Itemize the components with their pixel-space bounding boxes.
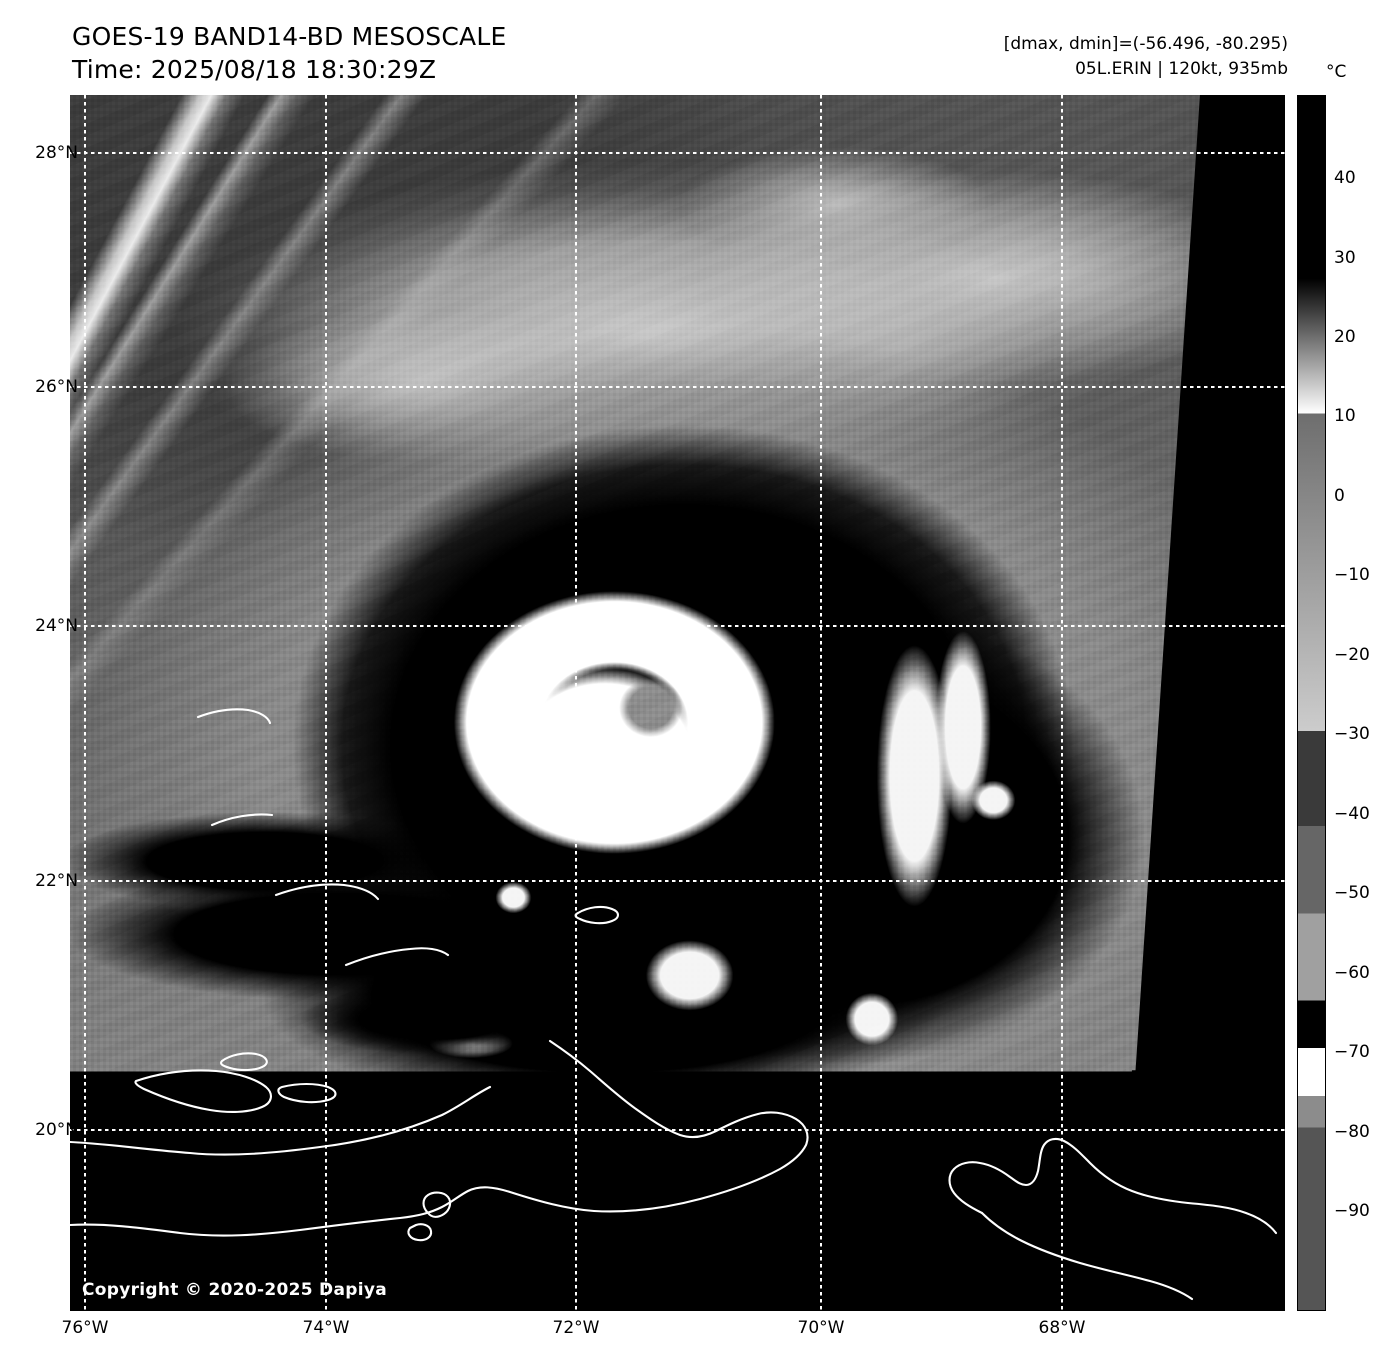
dmax-dmin-annotation: [dmax, dmin]=(-56.496, -80.295) — [1003, 34, 1288, 54]
x-tick-label: 68°W — [1038, 1318, 1086, 1338]
colorbar-tick: −90 — [1334, 1201, 1370, 1221]
colorbar-tick: −10 — [1334, 565, 1370, 585]
colorbar-tick: −80 — [1334, 1122, 1370, 1142]
colorbar-gradient — [1298, 96, 1325, 1310]
storm-annotation: 05L.ERIN | 120kt, 935mb — [1075, 59, 1288, 79]
title-line-2: Time: 2025/08/18 18:30:29Z — [72, 55, 437, 84]
copyright-notice: Copyright © 2020-2025 Dapiya — [82, 1280, 387, 1300]
colorbar[interactable] — [1297, 95, 1326, 1311]
colorbar-unit-label: °C — [1326, 62, 1347, 82]
colorbar-tick: 30 — [1334, 248, 1356, 268]
y-tick-label: 28°N — [35, 143, 78, 163]
y-tick-label: 22°N — [35, 871, 78, 891]
title-line-1: GOES-19 BAND14-BD MESOSCALE — [72, 22, 507, 51]
colorbar-tick: −60 — [1334, 963, 1370, 983]
colorbar-tick: 0 — [1334, 486, 1345, 506]
colorbar-tick: 20 — [1334, 327, 1356, 347]
eye-core-layer — [70, 95, 1200, 1072]
colorbar-tick: −70 — [1334, 1042, 1370, 1062]
satellite-image-plot[interactable]: Copyright © 2020-2025 Dapiya — [70, 95, 1285, 1311]
sensor-pixel-texture-layer — [70, 95, 1200, 1072]
x-tick-label: 72°W — [552, 1318, 600, 1338]
satellite-data-clip — [70, 95, 1285, 1311]
bd-enhancement-steps-layer — [70, 95, 1200, 1072]
x-tick-label: 74°W — [302, 1318, 350, 1338]
y-tick-label: 26°N — [35, 377, 78, 397]
satellite-swath — [70, 95, 1200, 1072]
y-tick-label: 24°N — [35, 616, 78, 636]
header-metadata: [dmax, dmin]=(-56.496, -80.295) 05L.ERIN… — [1004, 32, 1288, 82]
page-title: GOES-19 BAND14-BD MESOSCALE Time: 2025/0… — [72, 20, 506, 86]
colorbar-tick: −50 — [1334, 883, 1370, 903]
x-tick-label: 76°W — [61, 1318, 109, 1338]
x-tick-label: 70°W — [797, 1318, 845, 1338]
colorbar-tick: −20 — [1334, 645, 1370, 665]
colorbar-tick: 40 — [1334, 168, 1356, 188]
y-tick-label: 20°N — [35, 1120, 78, 1140]
colorbar-tick: 10 — [1334, 406, 1356, 426]
colorbar-tick: −30 — [1334, 724, 1370, 744]
colorbar-tick: −40 — [1334, 804, 1370, 824]
